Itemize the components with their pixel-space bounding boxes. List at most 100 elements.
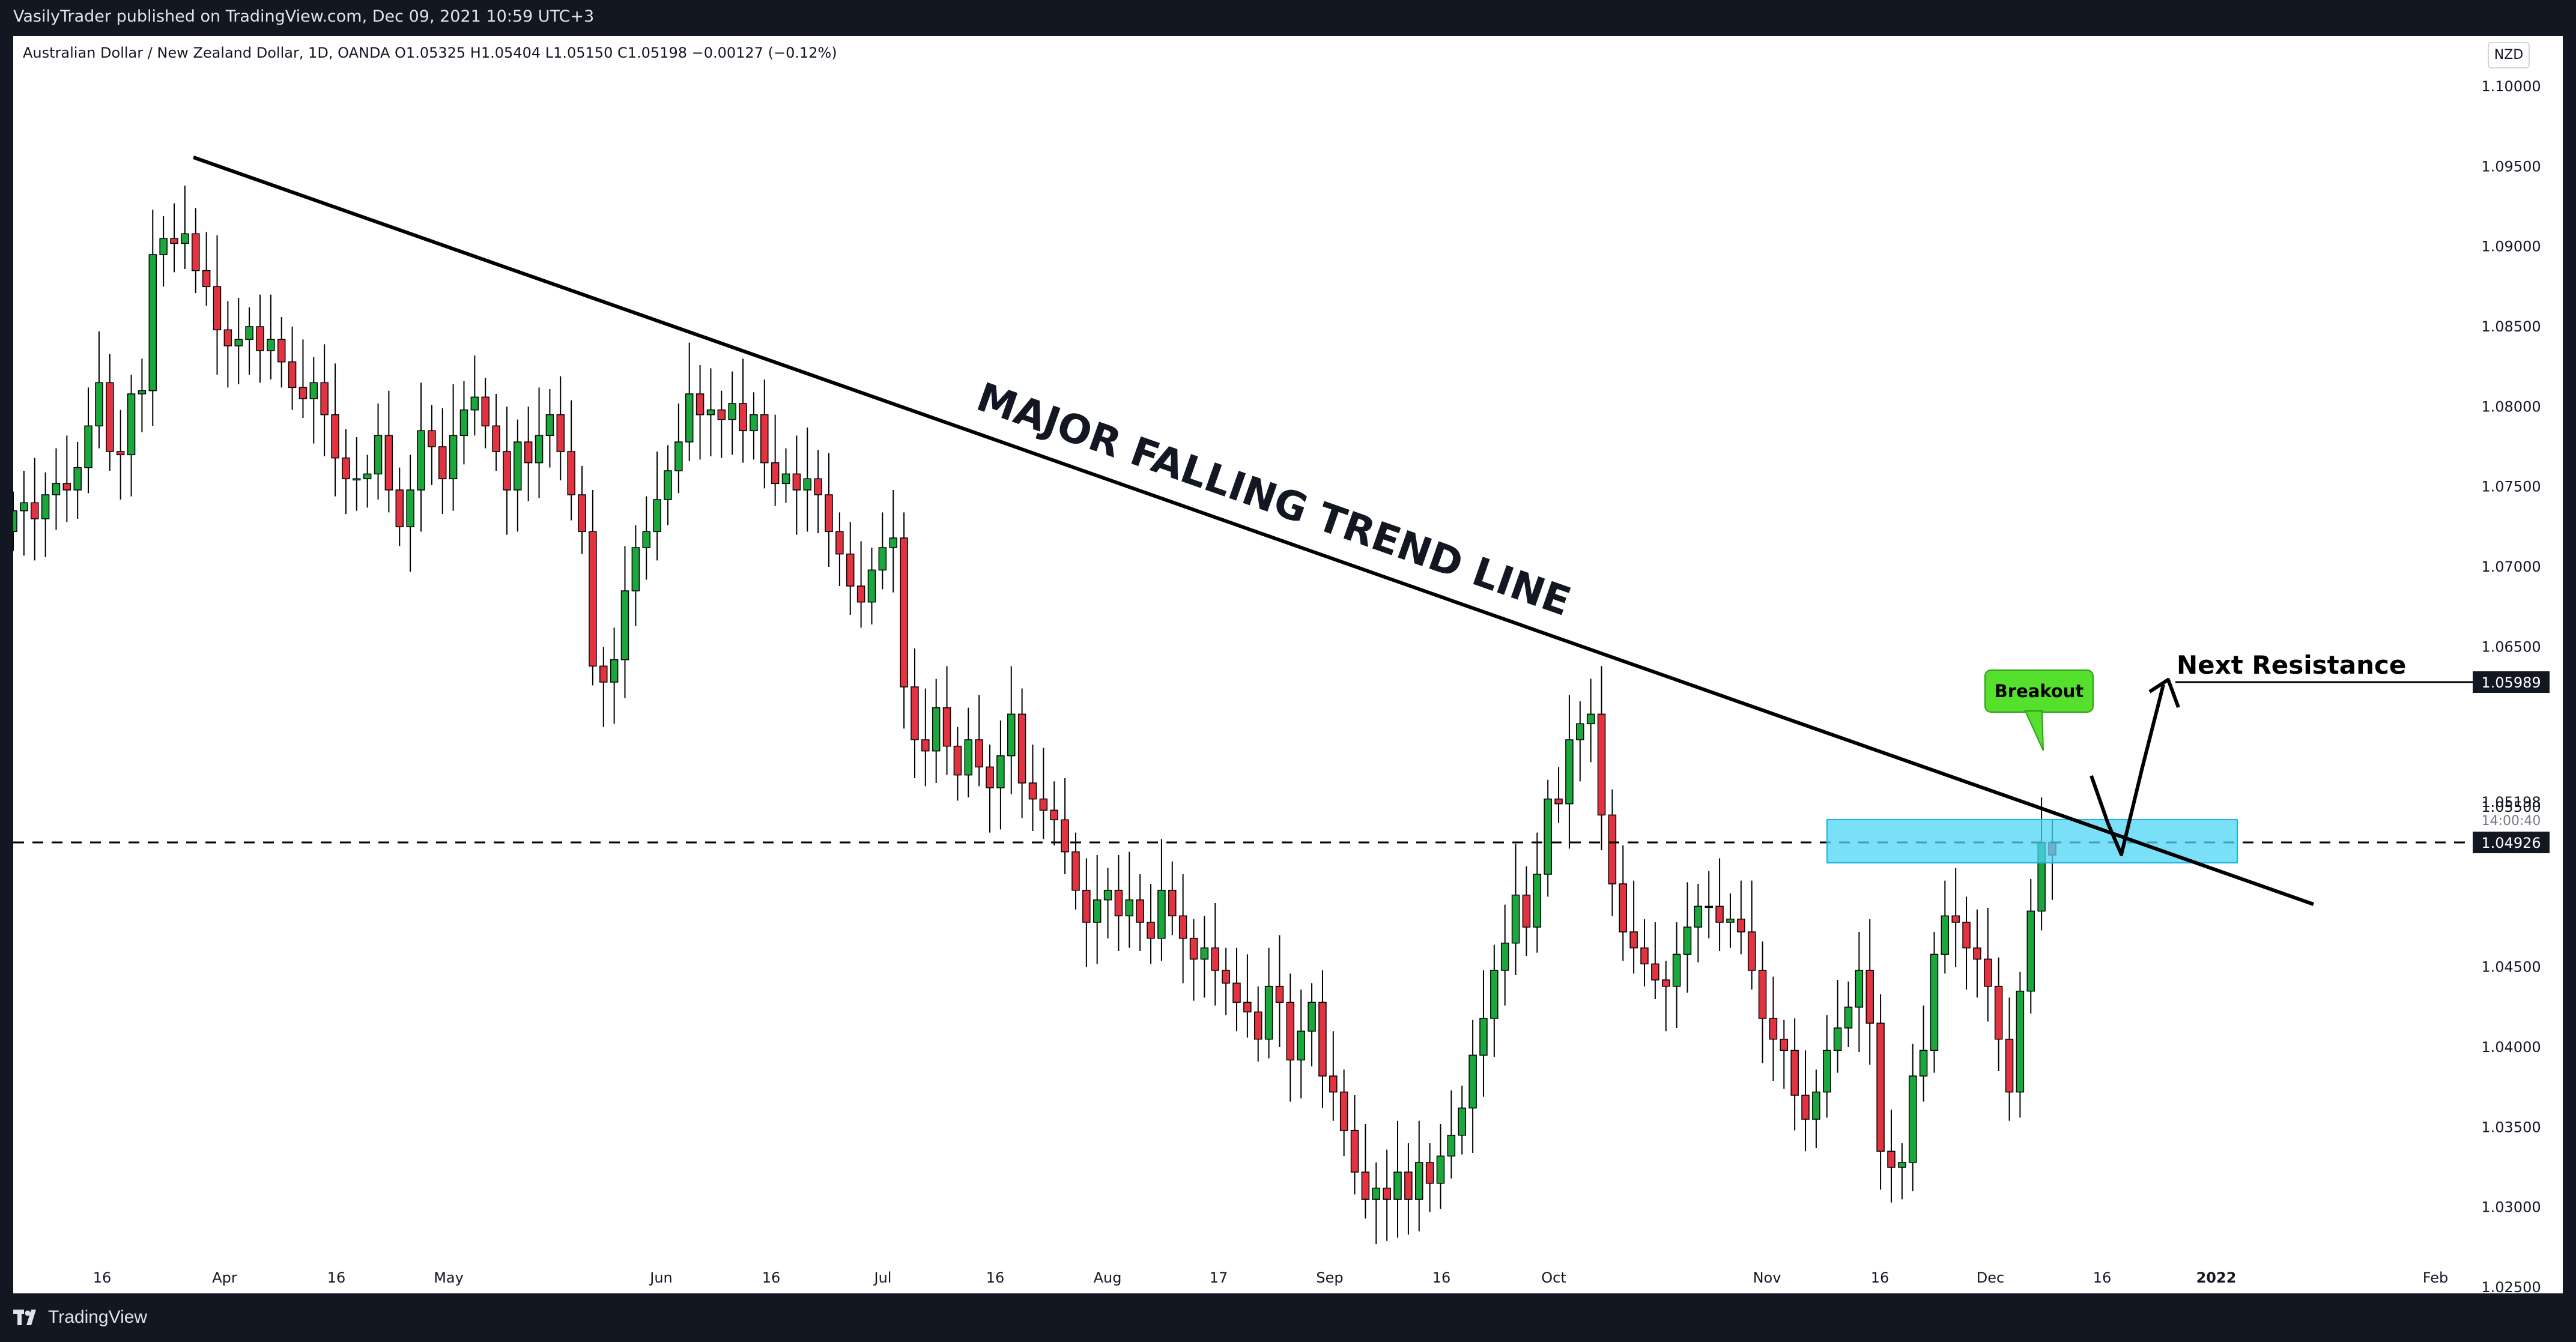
candle (750, 392, 758, 460)
svg-text:1.05989: 1.05989 (2481, 674, 2541, 691)
candle (1297, 990, 1305, 1099)
candle (1908, 1044, 1917, 1191)
candle (1308, 983, 1316, 1066)
top-bar: VasilyTrader published on TradingView.co… (0, 0, 2576, 36)
next-resistance-label: Next Resistance (2177, 650, 2406, 680)
candle (1941, 880, 1950, 974)
candle (953, 727, 962, 801)
candle (1200, 916, 1209, 998)
candle (299, 339, 308, 418)
candle (771, 414, 780, 506)
candle (911, 648, 919, 778)
y-tick-label: 1.04500 (2481, 959, 2541, 976)
candle (116, 410, 125, 500)
candle (331, 363, 339, 497)
candle (1286, 973, 1295, 1102)
chart-area[interactable]: 1.10000 1.09500 1.09000 1.08500 1.08000 1.075… (13, 36, 2563, 1293)
candle (1103, 868, 1112, 938)
x-tick-label: 16 (762, 1269, 781, 1286)
candle (1082, 858, 1091, 967)
bar-countdown: 14:00:40 (2482, 814, 2541, 829)
y-tick-label: 1.07500 (2481, 479, 2541, 495)
candle (567, 400, 575, 521)
x-tick-label: Sep (1316, 1269, 1343, 1286)
svg-text:1.04926: 1.04926 (2481, 835, 2541, 851)
candle (1726, 893, 1735, 948)
y-tick-label: 1.03500 (2481, 1119, 2541, 1135)
candle (267, 294, 275, 379)
candle (181, 186, 189, 269)
candle (1168, 861, 1177, 935)
candle (760, 379, 769, 489)
candlestick-chart[interactable]: 1.10000 1.09500 1.09000 1.08500 1.08000 1.075… (13, 36, 2563, 1293)
candle (127, 375, 136, 497)
candle (1661, 961, 1670, 1032)
candle (1619, 845, 1628, 961)
candle (1844, 981, 1853, 1047)
candle (1479, 970, 1488, 1097)
x-tick-label: Aug (1094, 1269, 1122, 1286)
candle (492, 394, 500, 471)
candle (1393, 1120, 1402, 1238)
candle (256, 294, 264, 383)
candle (374, 404, 383, 500)
candle (1436, 1124, 1445, 1209)
x-tick-label: 16 (1432, 1269, 1451, 1286)
candle (545, 389, 554, 468)
trend-line-label: MAJOR FALLING TREND LINE (971, 373, 1577, 625)
candle (1715, 858, 1724, 951)
candle (277, 317, 286, 388)
candle (1898, 1143, 1906, 1200)
x-tick-label: Dec (1977, 1269, 2004, 1286)
candle (1136, 874, 1144, 951)
candle (1790, 1018, 1799, 1131)
candle (867, 548, 876, 624)
y-tick-label: 1.10000 (2481, 78, 2541, 95)
y-tick-label: 1.05500 (2481, 799, 2541, 815)
candle (1984, 908, 1992, 1022)
x-tick-label: 2022 (2196, 1269, 2237, 1286)
candle (1253, 986, 1262, 1062)
candle (1651, 922, 1659, 999)
candle (739, 358, 747, 463)
breakout-zone (1826, 819, 2238, 863)
candle (1490, 945, 1499, 1057)
candle (1125, 851, 1134, 948)
breakout-callout: Breakout (1984, 669, 2094, 751)
candle (95, 331, 103, 449)
y-tick-label: 1.08000 (2481, 398, 2541, 415)
candle (1178, 874, 1187, 984)
candle (664, 445, 672, 525)
candle (1962, 896, 1971, 990)
candle (1876, 994, 1885, 1190)
candle (1372, 1162, 1381, 1244)
bottom-bar: TradingView (0, 1293, 2576, 1342)
candle (599, 647, 608, 727)
x-tick-label: 16 (986, 1269, 1005, 1286)
candle (556, 376, 565, 480)
candle (1157, 839, 1166, 961)
candle (1404, 1143, 1413, 1235)
candle (2016, 972, 2025, 1118)
projection-arrow (2090, 684, 2165, 856)
y-tick-label: 1.09500 (2481, 158, 2541, 175)
candle (856, 541, 865, 628)
candle (1887, 1110, 1896, 1203)
x-tick-label: Oct (1541, 1269, 1566, 1286)
candle (449, 384, 458, 511)
resistance-price-label: 1.05989 (2473, 671, 2550, 693)
candle (1007, 666, 1016, 794)
x-tick-label: 16 (327, 1269, 346, 1286)
candle (1189, 919, 1198, 1001)
candle (781, 448, 790, 503)
candle (1243, 954, 1252, 1038)
candle (1544, 779, 1552, 897)
candle (213, 235, 222, 375)
x-tick-label: 16 (93, 1269, 112, 1286)
tradingview-logo[interactable]: TradingView (13, 1305, 147, 1329)
price-axis: 1.10000 1.09500 1.09000 1.08500 1.08000 1.075… (2481, 78, 2541, 1293)
candle (1468, 1020, 1477, 1153)
currency-badge[interactable]: NZD (2488, 42, 2530, 68)
projection-arrow-head (2148, 678, 2180, 709)
candle (1823, 1015, 1831, 1118)
